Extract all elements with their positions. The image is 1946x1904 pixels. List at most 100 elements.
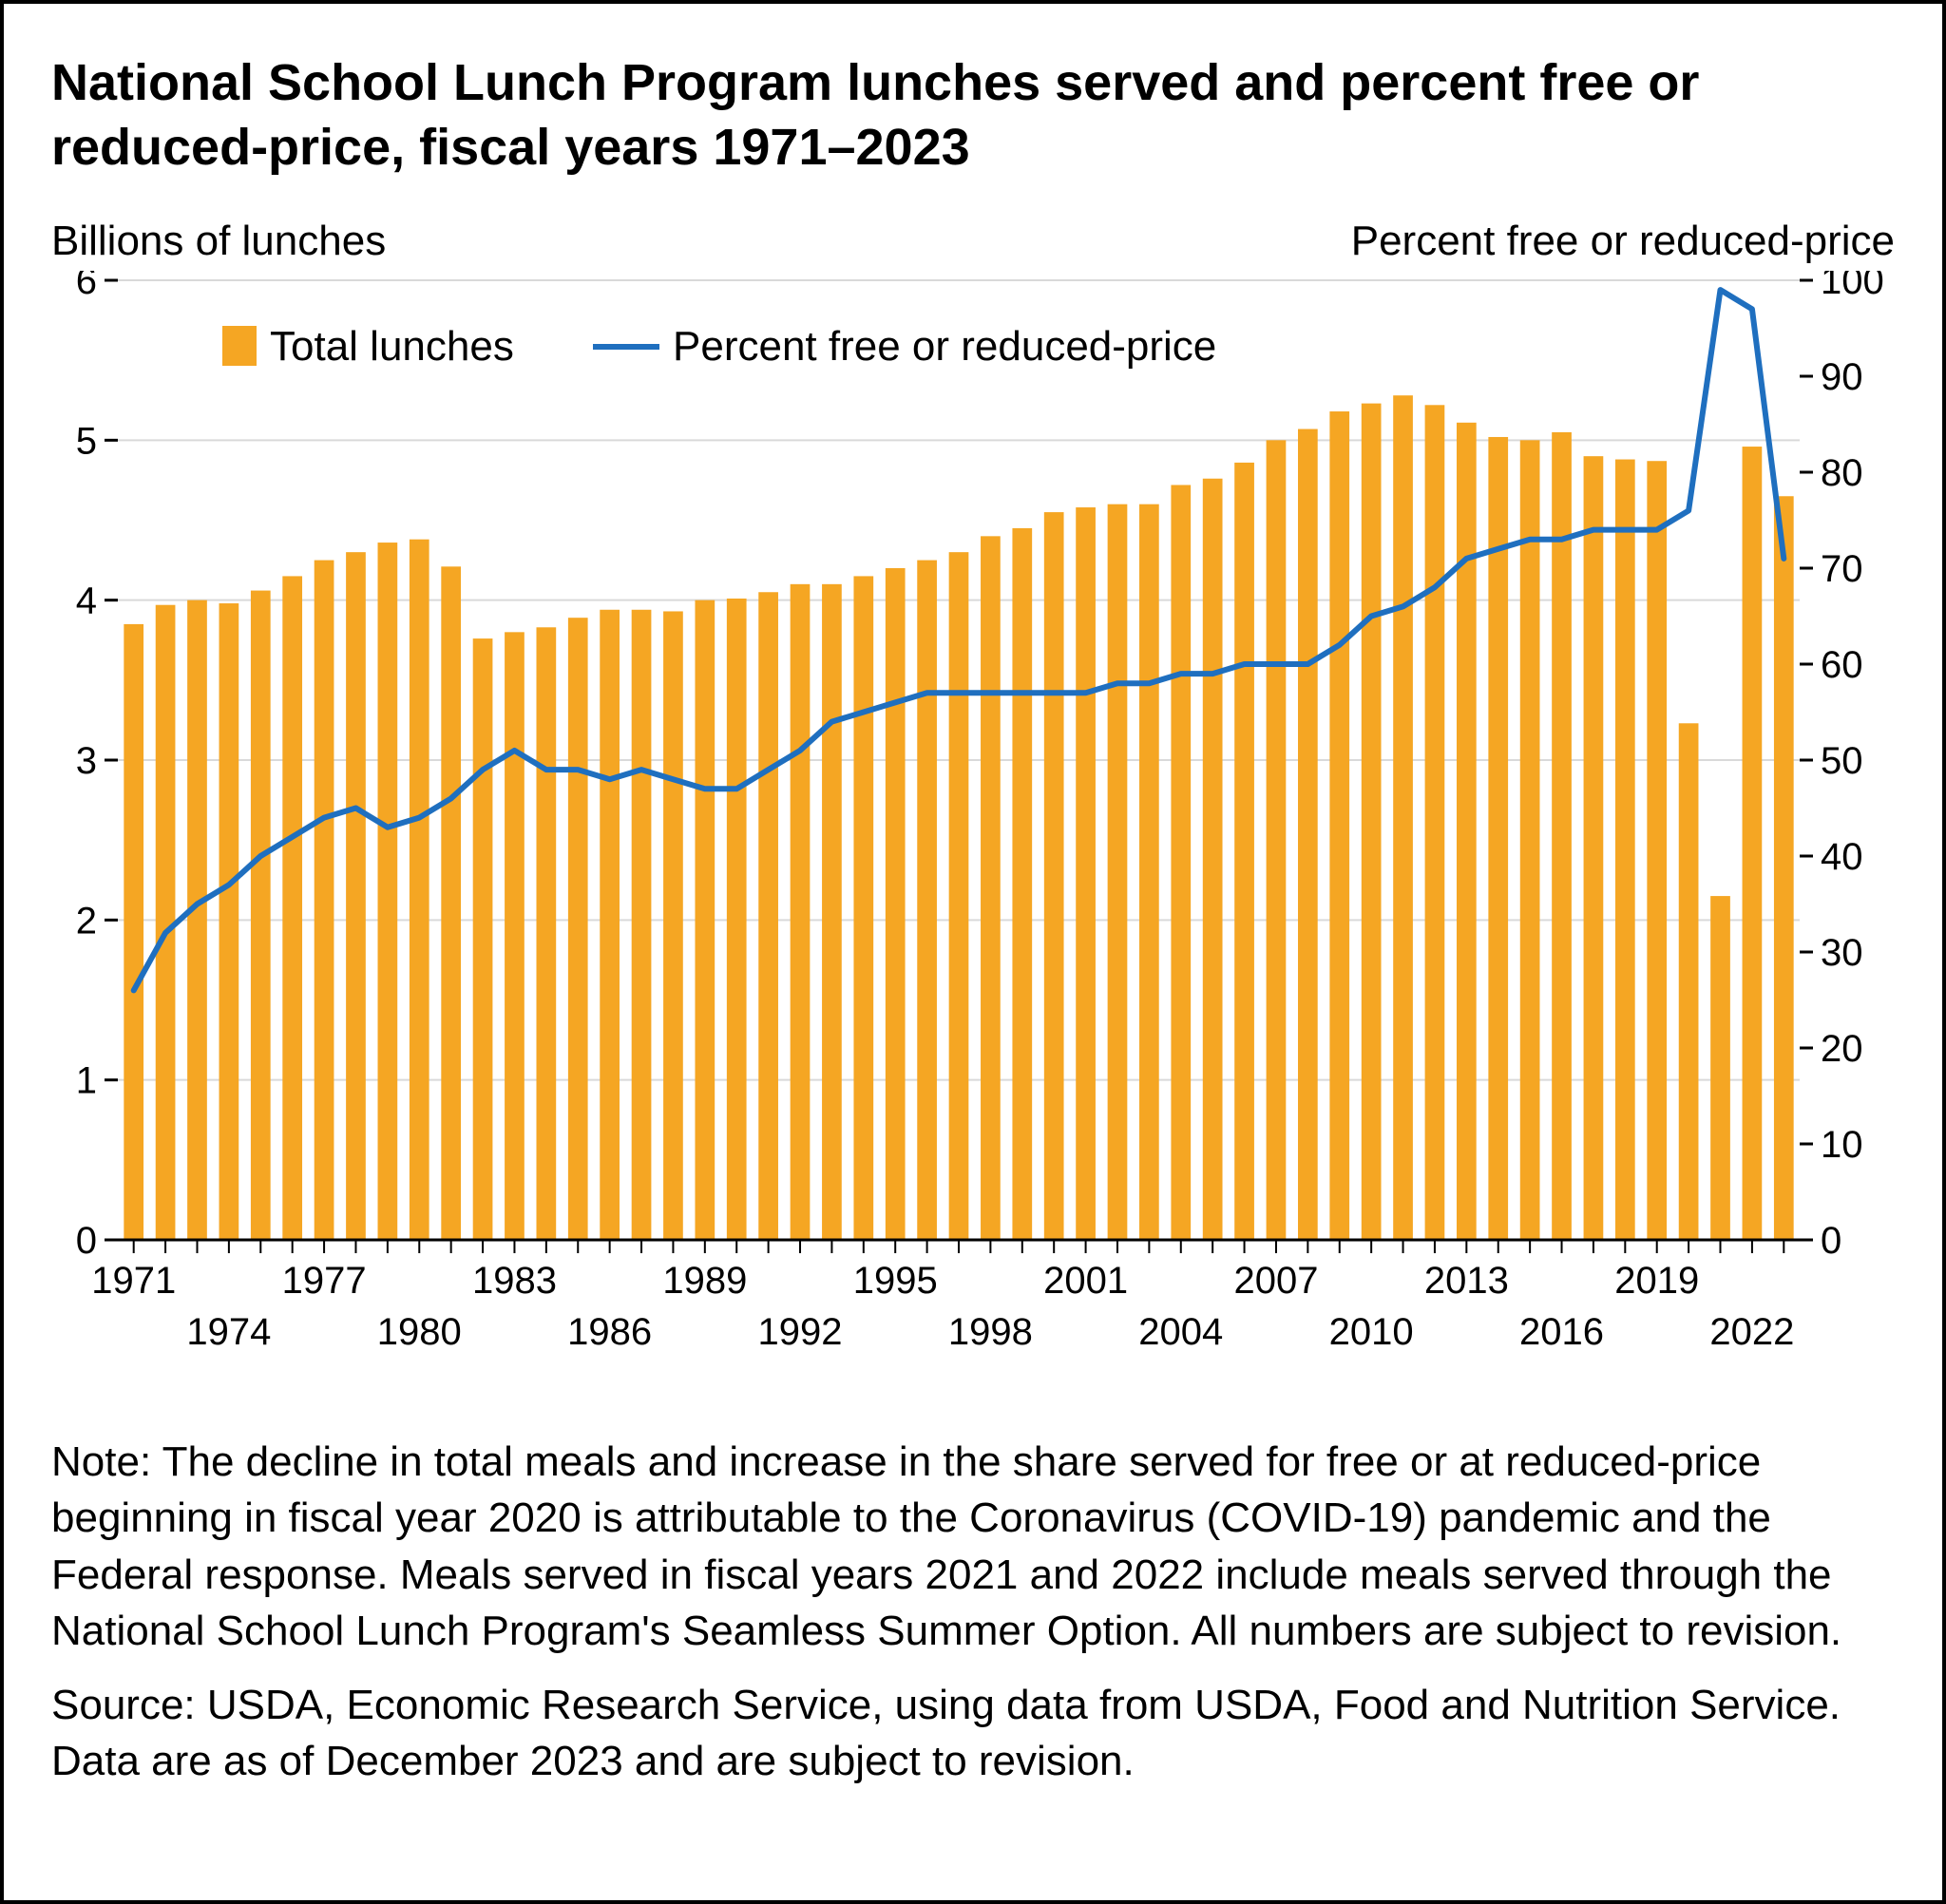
svg-text:40: 40	[1821, 836, 1863, 878]
bar	[346, 552, 366, 1240]
bar	[1362, 404, 1382, 1240]
svg-text:80: 80	[1821, 452, 1863, 494]
bar	[1393, 395, 1413, 1240]
bar	[1710, 896, 1730, 1240]
chart-title: National School Lunch Program lunches se…	[51, 51, 1895, 180]
svg-text:1989: 1989	[662, 1260, 747, 1302]
svg-text:1980: 1980	[377, 1311, 462, 1353]
svg-text:10: 10	[1821, 1124, 1863, 1166]
svg-text:1998: 1998	[948, 1311, 1033, 1353]
chart-svg: 0123456010203040506070809010019711977198…	[51, 271, 1895, 1392]
chart-area: 0123456010203040506070809010019711977198…	[51, 271, 1895, 1392]
bar	[1267, 440, 1287, 1240]
bar	[124, 624, 143, 1240]
bar	[505, 632, 525, 1240]
bar	[1425, 405, 1445, 1240]
bar	[1044, 512, 1064, 1240]
svg-text:2001: 2001	[1043, 1260, 1128, 1302]
bar	[156, 605, 176, 1240]
svg-text:2022: 2022	[1709, 1311, 1794, 1353]
svg-text:0: 0	[1821, 1220, 1841, 1262]
notes-block: Note: The decline in total meals and inc…	[51, 1434, 1895, 1789]
bar	[1076, 507, 1096, 1240]
svg-text:1971: 1971	[91, 1260, 176, 1302]
svg-text:3: 3	[76, 740, 97, 782]
right-axis-label: Percent free or reduced-price	[1351, 218, 1895, 265]
bar	[1457, 423, 1477, 1240]
svg-text:60: 60	[1821, 644, 1863, 686]
bar	[282, 576, 302, 1240]
svg-text:2016: 2016	[1519, 1311, 1604, 1353]
bar	[853, 576, 873, 1240]
bar	[917, 561, 937, 1240]
svg-text:6: 6	[76, 271, 97, 302]
axis-labels-row: Billions of lunches Percent free or redu…	[51, 218, 1895, 265]
bar	[1234, 463, 1254, 1240]
bar	[1774, 496, 1794, 1240]
bar	[1203, 479, 1223, 1240]
bar	[949, 552, 969, 1240]
svg-text:1995: 1995	[853, 1260, 938, 1302]
bar	[758, 592, 778, 1240]
left-axis-label: Billions of lunches	[51, 218, 386, 265]
legend-line-label: Percent free or reduced-price	[673, 323, 1216, 370]
bar	[536, 627, 556, 1240]
bar	[822, 584, 842, 1240]
bar	[1520, 440, 1540, 1240]
svg-text:70: 70	[1821, 548, 1863, 590]
svg-text:20: 20	[1821, 1028, 1863, 1070]
bar	[473, 638, 493, 1240]
legend-bar-swatch	[222, 326, 257, 366]
bar	[1108, 505, 1128, 1240]
bar	[981, 536, 1001, 1240]
bar	[441, 566, 461, 1240]
svg-text:1974: 1974	[186, 1311, 271, 1353]
bar	[1298, 429, 1318, 1240]
svg-text:90: 90	[1821, 356, 1863, 398]
legend-bars-label: Total lunches	[270, 323, 514, 370]
bar	[251, 591, 271, 1240]
bar	[568, 618, 588, 1240]
svg-text:2007: 2007	[1233, 1260, 1318, 1302]
bar	[1488, 437, 1508, 1240]
bar	[1139, 505, 1159, 1240]
svg-text:5: 5	[76, 420, 97, 462]
bar	[663, 611, 683, 1240]
bar	[1743, 447, 1763, 1240]
bar	[1329, 411, 1349, 1240]
svg-text:50: 50	[1821, 740, 1863, 782]
bar	[886, 568, 906, 1240]
svg-text:1992: 1992	[758, 1311, 843, 1353]
svg-text:30: 30	[1821, 932, 1863, 974]
bar	[632, 610, 652, 1240]
bar	[1171, 485, 1191, 1240]
bar	[695, 600, 715, 1240]
svg-text:2004: 2004	[1138, 1311, 1223, 1353]
svg-text:100: 100	[1821, 271, 1884, 302]
svg-text:1986: 1986	[567, 1311, 652, 1353]
bar	[315, 561, 334, 1240]
svg-text:2: 2	[76, 900, 97, 942]
bar	[1647, 461, 1667, 1240]
bar	[727, 599, 747, 1240]
source-text: Source: USDA, Economic Research Service,…	[51, 1677, 1895, 1790]
svg-text:2019: 2019	[1614, 1260, 1699, 1302]
svg-text:2010: 2010	[1329, 1311, 1414, 1353]
svg-text:1983: 1983	[472, 1260, 557, 1302]
bar	[187, 600, 207, 1240]
bar	[1615, 460, 1635, 1240]
bar	[1679, 723, 1699, 1240]
bar	[791, 584, 811, 1240]
svg-text:1: 1	[76, 1060, 97, 1102]
svg-text:2013: 2013	[1424, 1260, 1509, 1302]
bar	[600, 610, 620, 1240]
bar	[410, 540, 429, 1240]
bar	[1012, 528, 1032, 1240]
chart-card: National School Lunch Program lunches se…	[0, 0, 1946, 1904]
bar	[1584, 456, 1604, 1240]
bar	[219, 603, 239, 1240]
note-text: Note: The decline in total meals and inc…	[51, 1434, 1895, 1660]
svg-text:0: 0	[76, 1220, 97, 1262]
svg-text:1977: 1977	[282, 1260, 367, 1302]
bar	[1552, 432, 1572, 1240]
